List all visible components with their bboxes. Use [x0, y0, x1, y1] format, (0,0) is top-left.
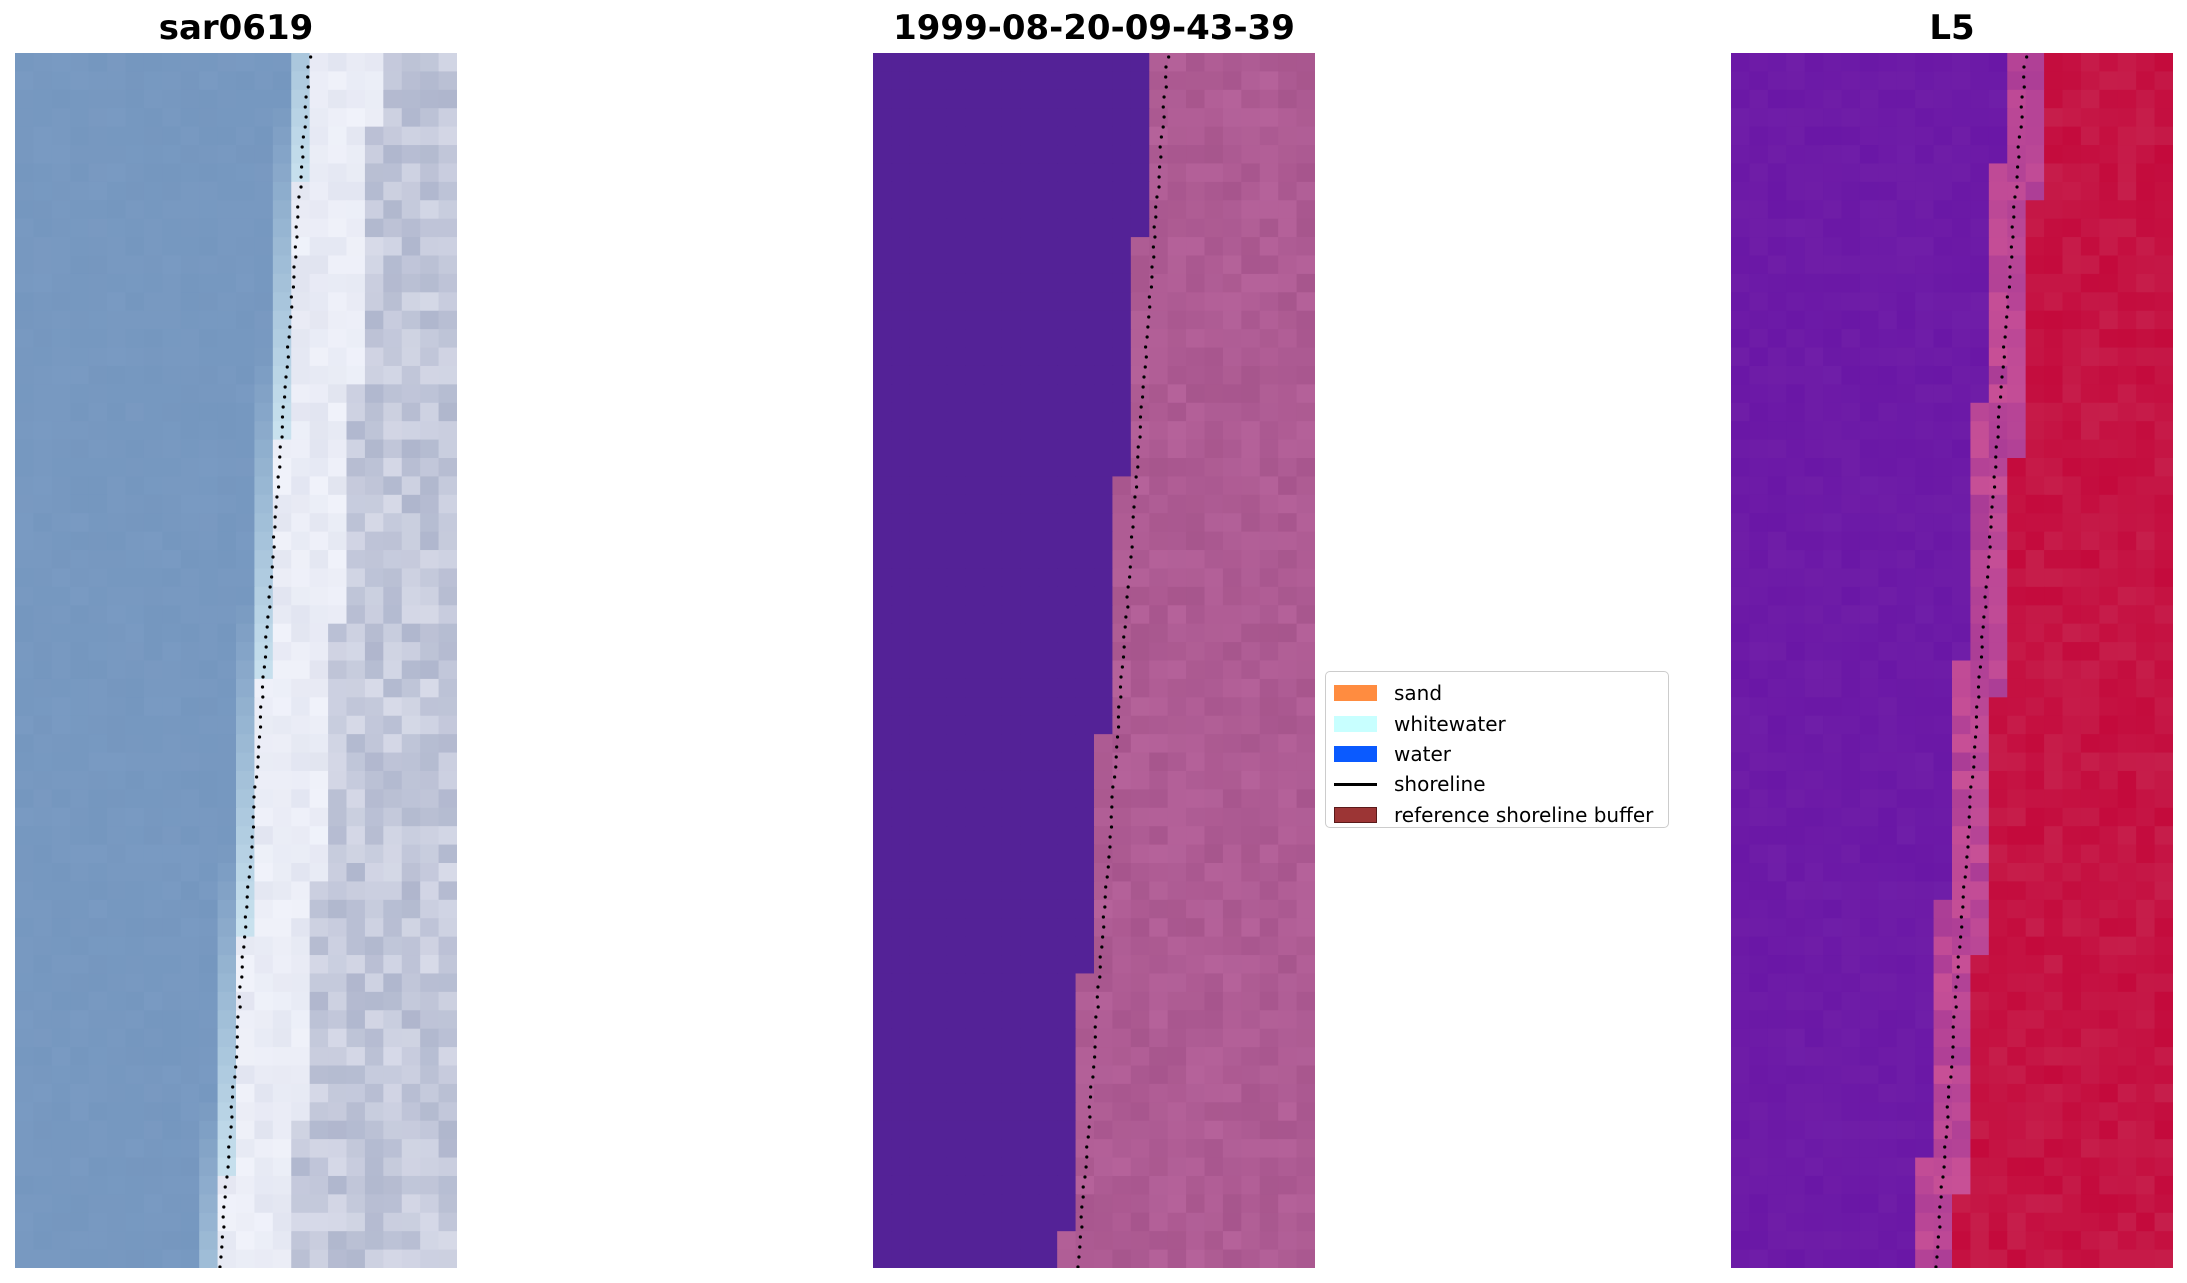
legend-label-shoreline: shoreline [1394, 772, 1486, 797]
legend-label-sand: sand [1394, 681, 1443, 706]
panel-title-rgb: sar0619 [158, 8, 314, 48]
legend-item-sand: sand [1334, 678, 1660, 708]
rgb-image-panel [15, 53, 457, 1268]
whitewater-swatch [1334, 715, 1377, 732]
index-shoreline [1934, 55, 2029, 1268]
index-image-panel [1731, 53, 2173, 1268]
shoreline-swatch [1334, 782, 1377, 786]
panel-title-classified: 1999-08-20-09-43-39 [893, 8, 1295, 48]
legend-item-shoreline: shoreline [1334, 769, 1660, 799]
legend-item-whitewater: whitewater [1334, 708, 1660, 738]
classified-image [873, 53, 1315, 1268]
classified-image-panel [873, 53, 1315, 1268]
legend-label-whitewater: whitewater [1394, 711, 1506, 736]
index-image [1731, 53, 2173, 1268]
legend-label-buffer: reference shoreline buffer [1394, 802, 1654, 827]
legend-item-buffer: reference shoreline buffer [1334, 800, 1660, 830]
rgb-shoreline [218, 55, 313, 1268]
legend-label-water: water [1394, 741, 1451, 766]
panel-title-index: L5 [1929, 8, 1975, 48]
water-swatch [1334, 745, 1377, 762]
classified-shoreline [1076, 55, 1171, 1268]
buffer-swatch [1334, 806, 1377, 823]
legend-item-water: water [1334, 739, 1660, 769]
legend: sand whitewater water shoreline referenc… [1325, 671, 1669, 828]
sand-swatch [1334, 685, 1377, 702]
rgb-image [15, 53, 457, 1268]
